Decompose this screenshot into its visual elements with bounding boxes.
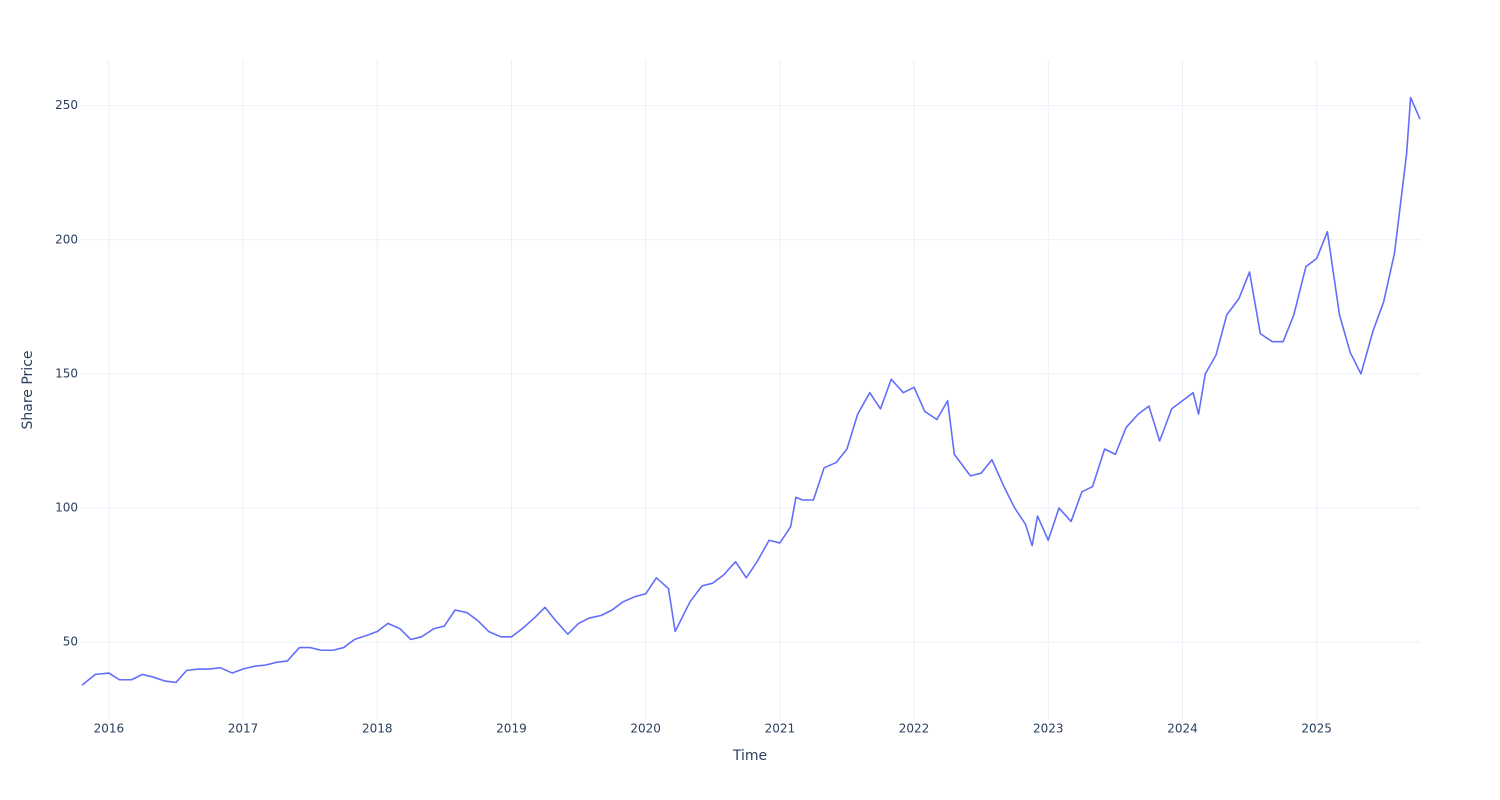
x-tick-label: 2021 <box>765 722 796 736</box>
x-tick-label: 2024 <box>1167 722 1198 736</box>
y-tick-label: 50 <box>63 635 78 649</box>
y-tick-label: 200 <box>55 232 78 246</box>
x-tick-label: 2016 <box>94 722 125 736</box>
x-tick-label: 2022 <box>899 722 930 736</box>
x-tick-label: 2017 <box>228 722 259 736</box>
x-tick-label: 2025 <box>1301 722 1332 736</box>
y-tick-label: 150 <box>55 366 78 380</box>
x-tick-label: 2019 <box>496 722 527 736</box>
x-axis-title: Time <box>732 748 767 764</box>
x-tick-label: 2023 <box>1033 722 1064 736</box>
x-tick-label: 2020 <box>630 722 661 736</box>
y-tick-label: 100 <box>55 501 78 515</box>
price-line <box>81 96 1421 686</box>
x-tick-label: 2018 <box>362 722 393 736</box>
y-axis-title: Share Price <box>20 350 36 429</box>
y-tick-label: 250 <box>55 98 78 112</box>
